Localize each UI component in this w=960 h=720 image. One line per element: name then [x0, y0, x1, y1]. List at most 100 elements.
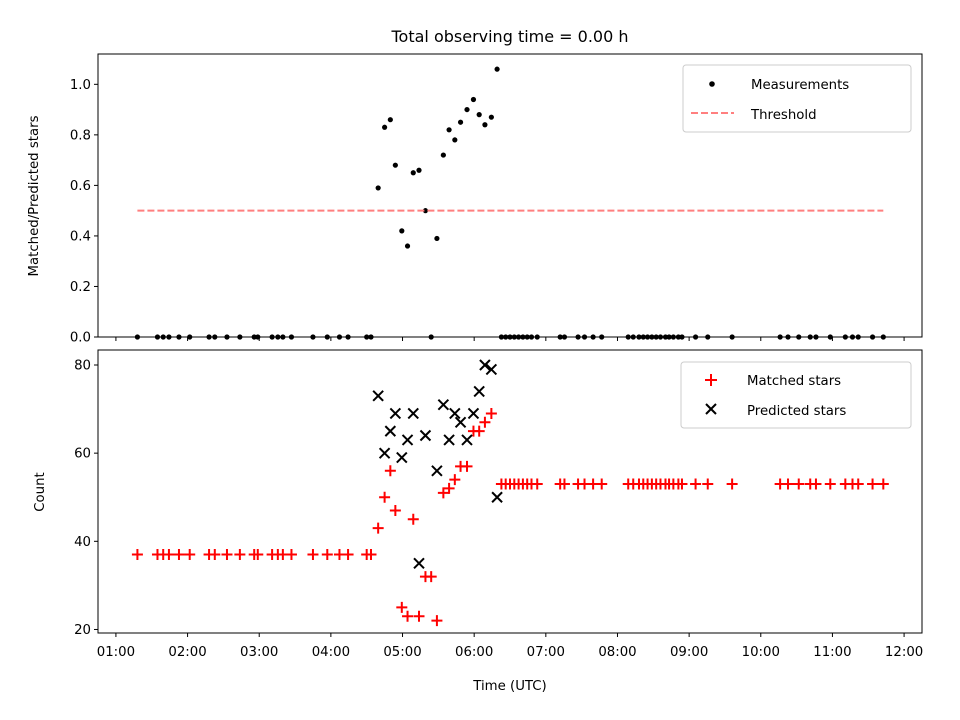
bottom-legend: Matched stars Predicted stars: [680, 361, 912, 429]
top-legend-box: [682, 64, 912, 133]
matched-stars-point: [867, 478, 879, 490]
matched-stars-point: [702, 478, 714, 490]
matched-stars-point: [443, 482, 455, 494]
predicted-stars-point: [413, 557, 425, 570]
bottom-panel-marks: [131, 359, 889, 627]
matched-stars-point: [449, 474, 461, 486]
measurements-point: [392, 162, 398, 168]
matched-stars-point: [782, 478, 794, 490]
matched-stars-point: [810, 478, 822, 490]
legend-predicted-label: Predicted stars: [747, 404, 846, 419]
measurements-point: [416, 167, 422, 173]
measurements-point: [375, 185, 381, 191]
predicted-stars-point: [384, 425, 397, 437]
measurements-point: [440, 152, 446, 158]
measurements-point: [410, 170, 416, 176]
matched-stars-point: [321, 549, 333, 561]
x-tick-label: 05:00: [383, 645, 421, 660]
predicted-stars-point: [454, 416, 467, 429]
top-panel-y-label: Matched/Predicted stars: [27, 115, 42, 276]
matched-stars-point: [307, 549, 319, 561]
matched-stars-point: [437, 487, 449, 499]
x-tick-label: 04:00: [312, 645, 350, 660]
legend-matched-label: Matched stars: [747, 374, 841, 389]
top-panel-x-ticks: [115, 337, 905, 341]
legend-measurements-label: Measurements: [751, 78, 849, 93]
predicted-stars-point: [389, 407, 402, 420]
y-tick-label: 0.0: [70, 331, 91, 346]
predicted-stars-point: [419, 429, 432, 442]
measurements-point: [464, 106, 470, 113]
matched-stars-point: [676, 478, 688, 490]
matched-stars-point: [407, 513, 419, 525]
legend-matched-marker: [705, 374, 717, 386]
measurements-point: [482, 122, 488, 128]
top-legend: Measurements Threshold: [682, 64, 912, 133]
x-tick-label: 06:00: [455, 645, 493, 660]
matched-stars-point: [726, 478, 738, 490]
matched-stars-point: [372, 522, 384, 534]
matched-stars-point: [558, 478, 570, 490]
bottom-panel-x-ticks: 01:00 02:00 03:00 04:00 05:00 06:00 07:00 08:00…: [97, 633, 923, 660]
matched-stars-point: [690, 478, 702, 490]
matched-stars-point: [163, 549, 175, 561]
top-panel-frame: [97, 53, 923, 338]
bottom-panel-y-ticks: 20 40 60 80: [74, 358, 98, 638]
x-tick-label: 01:00: [97, 645, 135, 660]
predicted-stars-point: [485, 363, 498, 376]
matched-stars-point: [413, 610, 425, 622]
predicted-stars-point: [378, 447, 391, 459]
matched-stars-point: [877, 478, 889, 490]
matched-stars-point: [531, 478, 543, 490]
matched-stars-point: [461, 460, 473, 472]
bottom-legend-box: [680, 361, 912, 429]
matched-stars-point: [285, 549, 297, 561]
measurements-point: [446, 127, 452, 133]
predicted-stars-point: [473, 385, 485, 398]
matched-stars-point: [793, 478, 805, 490]
matched-stars-point: [221, 549, 233, 561]
matched-stars-point: [485, 407, 497, 419]
matched-stars-point: [389, 504, 401, 516]
matched-stars-point: [184, 549, 196, 561]
x-tick-label: 08:00: [598, 645, 636, 660]
matched-stars-point: [852, 478, 864, 490]
matched-stars-point: [402, 610, 414, 622]
matched-stars-point: [431, 615, 443, 627]
legend-predicted-marker: [705, 403, 717, 415]
matched-stars-point: [252, 549, 264, 561]
predicted-stars-point: [449, 407, 461, 420]
y-tick-label: 60: [74, 447, 91, 462]
matched-stars-point: [173, 549, 185, 561]
bottom-panel-y-label: Count: [33, 472, 48, 512]
y-tick-label: 0.8: [70, 128, 91, 143]
predicted-stars-point: [467, 407, 480, 420]
predicted-stars-point: [479, 359, 491, 371]
x-tick-label: 03:00: [240, 645, 278, 660]
measurements-point: [470, 96, 477, 103]
x-axis-label: Time (UTC): [472, 679, 547, 694]
predicted-stars-point: [401, 434, 414, 446]
x-tick-label: 11:00: [813, 645, 851, 660]
matched-stars-point: [384, 465, 396, 477]
matched-stars-point: [479, 416, 491, 428]
top-panel-y-ticks: 0.0 0.2 0.4 0.6 0.8 1.0: [70, 78, 98, 346]
bottom-panel-frame: [97, 349, 923, 634]
x-tick-label: 07:00: [527, 645, 565, 660]
predicted-stars-point: [372, 390, 384, 402]
matched-stars-point: [365, 549, 377, 561]
matched-stars-point: [234, 549, 246, 561]
x-tick-label: 09:00: [670, 645, 708, 660]
y-tick-label: 0.4: [70, 229, 91, 244]
measurements-point: [457, 119, 464, 125]
chart-title: Total observing time = 0.00 h: [390, 27, 628, 46]
measurements-point: [387, 117, 393, 123]
predicted-stars-point: [443, 434, 455, 446]
matched-stars-point: [342, 549, 354, 561]
measurements-point: [382, 124, 388, 130]
y-tick-label: 20: [74, 623, 91, 638]
y-tick-label: 0.6: [70, 179, 91, 194]
measurements-point: [488, 114, 494, 120]
matched-stars-point: [131, 549, 143, 561]
